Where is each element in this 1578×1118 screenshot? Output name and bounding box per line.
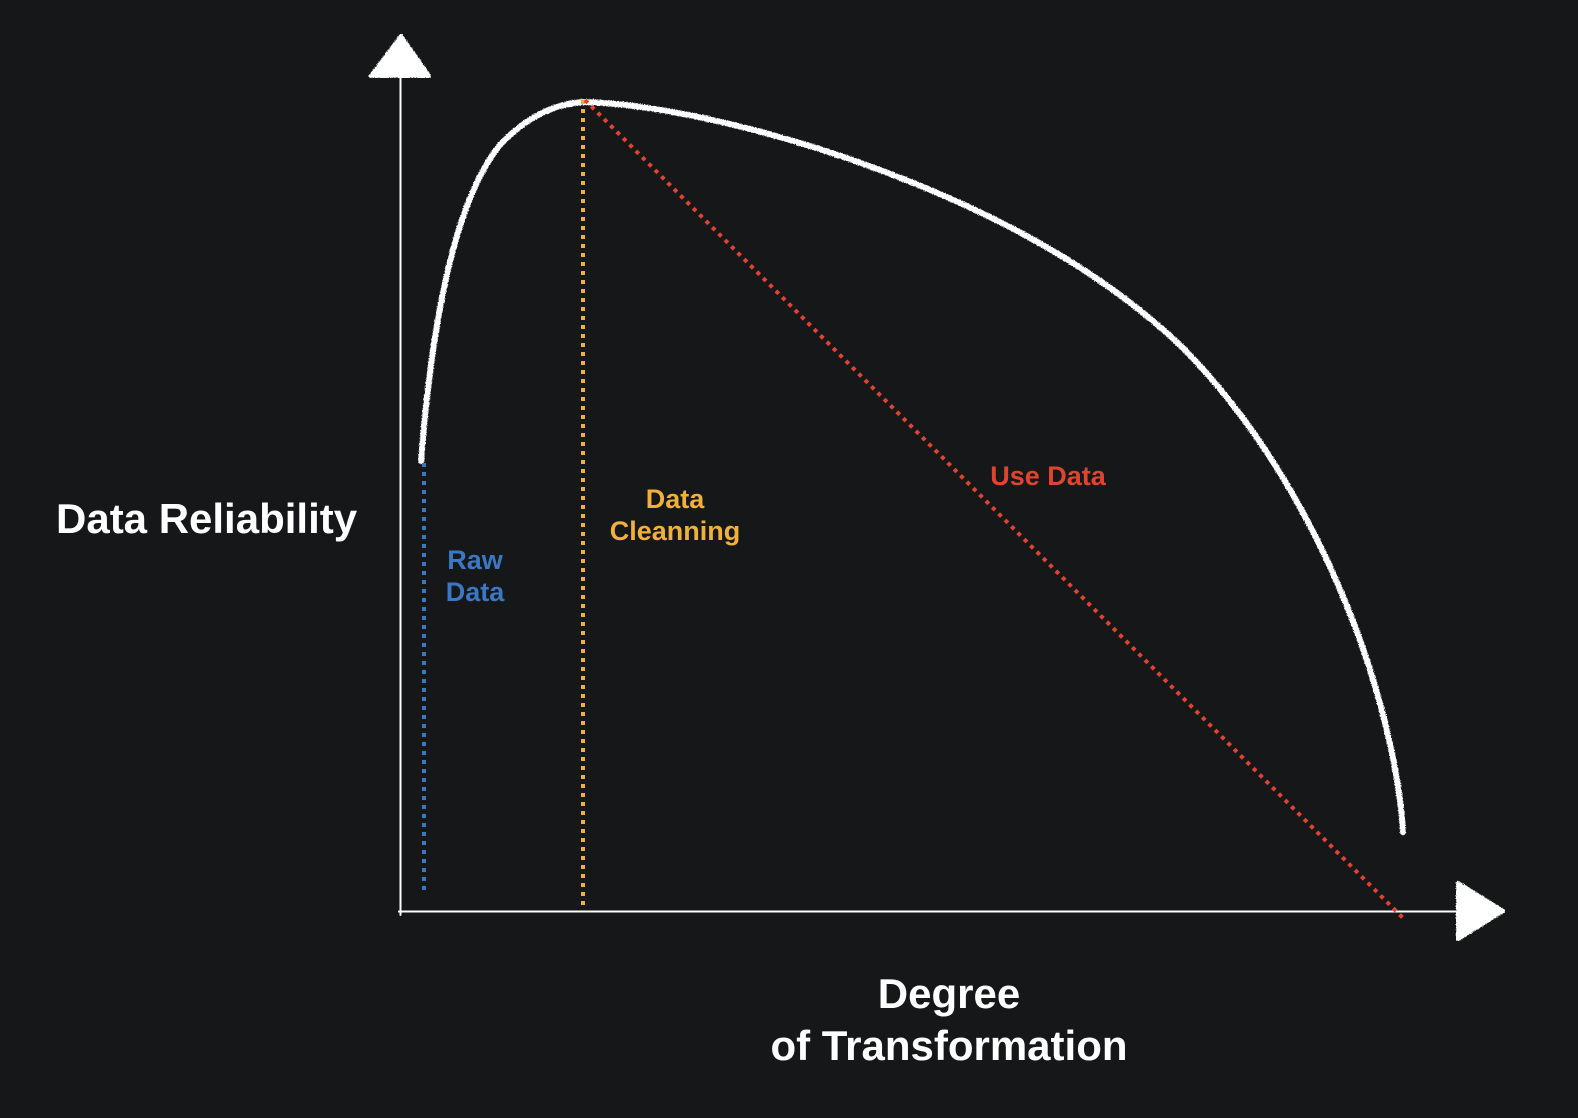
raw-data-label: Raw Data — [420, 545, 530, 609]
data-cleaning-label-line-2: Cleanning — [609, 515, 741, 546]
x-axis-label: Degree of Transformation — [754, 968, 1144, 1072]
use-data-label: Use Data — [968, 461, 1128, 493]
use-data-line — [583, 98, 1405, 920]
y-axis-label: Data Reliability — [56, 495, 358, 542]
use-data-label-line-1: Use Data — [990, 461, 1106, 491]
raw-data-label-line-1: Raw — [447, 545, 503, 575]
y-axis-arrowhead — [369, 34, 431, 78]
x-axis — [397, 907, 1466, 916]
y-axis — [396, 74, 405, 916]
raw-data-label-line-2: Data — [445, 576, 505, 607]
data-cleaning-label: Data Cleanning — [595, 484, 755, 548]
reliability-curve — [418, 98, 1406, 835]
x-axis-label-line-1: Degree — [877, 970, 1021, 1017]
x-axis-label-line-2: of Transformation — [770, 1022, 1128, 1070]
x-axis-arrowhead — [1456, 881, 1505, 941]
data-cleaning-label-line-1: Data — [645, 484, 705, 514]
